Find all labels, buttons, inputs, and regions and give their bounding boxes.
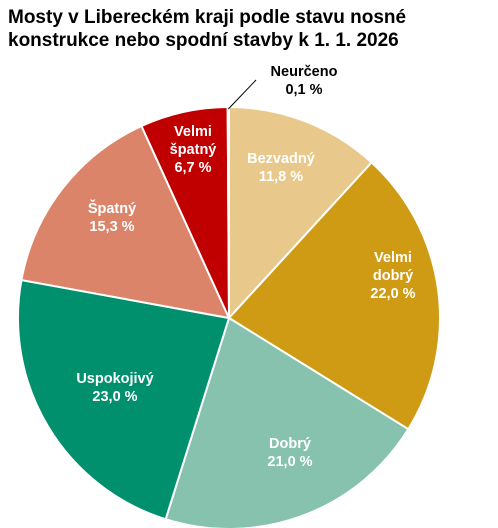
slice-name-3-line-0: Uspokojivý: [76, 371, 153, 387]
slice-label-6: Neurčeno 0,1 %: [271, 64, 338, 98]
pie-slice-4: [20, 124, 231, 320]
chart-title-line-1: Mosty v Libereckém kraji podle stavu nos…: [8, 7, 407, 28]
pie-slice-2: [164, 316, 410, 528]
slice-name-4-line-0: Špatný: [88, 199, 136, 217]
slice-label-0: Bezvadný 11,8 %: [247, 151, 315, 185]
slice-value-0: 11,8 %: [259, 169, 303, 185]
leader-lines: [227, 79, 257, 110]
slice-label-2: Dobrý 21,0 %: [267, 436, 312, 470]
slice-value-1: 22,0 %: [370, 286, 415, 302]
pie-slice-6: [226, 105, 230, 319]
slice-value-4: 15,3 %: [89, 219, 134, 235]
slice-value-6: 0,1 %: [285, 82, 322, 98]
slice-name-1-line-0: Velmi: [374, 250, 412, 266]
pie-slice-3: [17, 278, 231, 521]
slice-label-1: Velmi dobrý 22,0 %: [370, 250, 415, 302]
slice-label-3: Uspokojivý 23,0 %: [76, 371, 153, 405]
slice-name-0-line-0: Bezvadný: [247, 151, 315, 167]
chart-title: Mosty v Libereckém kraji podle stavu nos…: [8, 6, 492, 52]
chart-title-line-2: konstrukce nebo spodní stavby k 1. 1. 20…: [8, 30, 399, 51]
slice-labels: Bezvadný 11,8 % Velmi dobrý 22,0 % Dobrý 21,0 …: [76, 64, 415, 470]
pie-slice-0: [228, 105, 374, 321]
leader-line-6: [227, 79, 257, 110]
pie-slices: [17, 105, 441, 528]
slice-label-5: Velmi špatný 6,7 %: [170, 124, 217, 176]
pie-slice-1: [227, 161, 441, 431]
slice-value-2: 21,0 %: [267, 454, 312, 470]
slice-value-3: 23,0 %: [92, 389, 137, 405]
slice-name-1-line-1: dobrý: [373, 268, 413, 284]
slice-name-5-line-1: špatný: [170, 142, 217, 158]
slice-label-4: Špatný 15,3 %: [88, 199, 136, 235]
slice-name-5-line-0: Velmi: [174, 124, 212, 140]
slice-name-6-line-0: Neurčeno: [271, 64, 338, 80]
slice-name-2-line-0: Dobrý: [269, 436, 311, 452]
slice-value-5: 6,7 %: [174, 160, 211, 176]
